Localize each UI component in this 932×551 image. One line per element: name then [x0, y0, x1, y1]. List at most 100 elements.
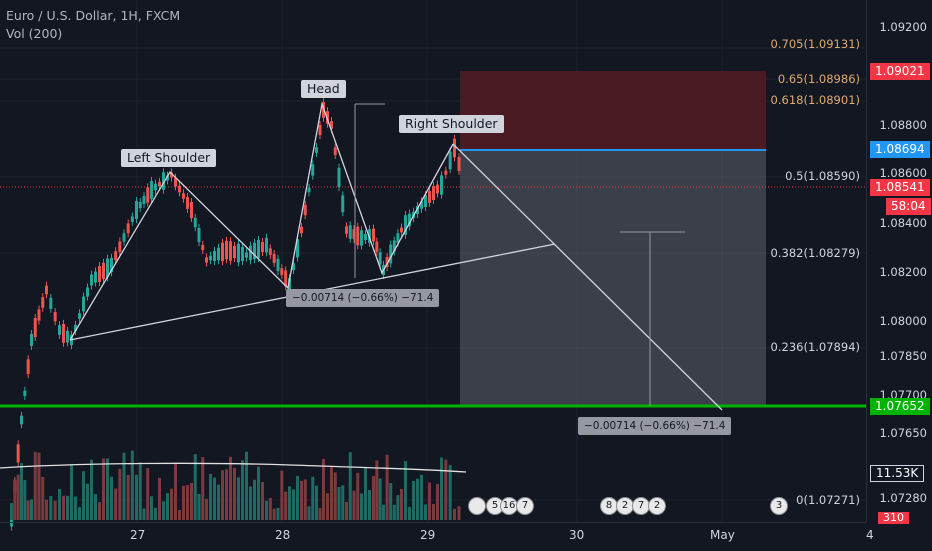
time-tick: May: [710, 528, 735, 542]
volume-value-tag: 310: [878, 512, 909, 524]
volume-bar: [178, 509, 181, 520]
volume-bar: [26, 500, 30, 520]
event-badge[interactable]: 7: [516, 497, 534, 515]
volume-bar: [166, 493, 169, 520]
candle: [356, 226, 360, 246]
countdown-tag: 58:04: [886, 198, 931, 215]
candle: [448, 151, 452, 170]
volume-bar: [292, 489, 295, 520]
candle: [253, 242, 256, 260]
volume-bar: [158, 477, 161, 520]
candle: [333, 147, 337, 156]
label-left-shoulder[interactable]: Left Shoulder: [121, 149, 217, 167]
candle: [86, 287, 89, 297]
candle: [82, 296, 85, 312]
candle: [280, 268, 284, 276]
volume-bar: [432, 504, 435, 520]
volume-indicator-title[interactable]: Vol (200): [6, 26, 63, 41]
candles: [10, 98, 461, 531]
volume-bar: [30, 499, 33, 520]
candle: [102, 262, 105, 280]
candle: [233, 246, 236, 258]
volume-bar: [126, 474, 130, 520]
price-axis[interactable]: 1.09200 1.08800 1.08600 1.08400 1.08200 …: [866, 0, 932, 522]
candle: [90, 274, 93, 286]
label-head[interactable]: Head: [301, 80, 346, 98]
candle: [122, 233, 126, 242]
volume-bar: [330, 466, 333, 520]
candle: [389, 244, 393, 264]
volume-bar: [356, 472, 360, 520]
volume-bar: [229, 456, 232, 520]
candle: [158, 181, 161, 187]
volume-bar: [257, 466, 260, 520]
volume-bar: [420, 474, 423, 520]
price-tag-stop: 1.09021: [870, 63, 930, 80]
candle: [162, 172, 165, 190]
volume-bar: [154, 507, 157, 520]
event-badge[interactable]: 2: [648, 497, 666, 515]
candle: [284, 270, 288, 287]
volume-bar: [265, 500, 268, 520]
volume-tag: 11.53K: [870, 465, 925, 482]
volume-bar: [300, 480, 303, 520]
volume-bar: [16, 474, 20, 520]
candle: [166, 175, 169, 181]
volume-bar: [408, 506, 411, 520]
candle: [26, 359, 30, 375]
volume-bar: [94, 494, 97, 520]
volume-bar: [114, 488, 118, 520]
volume-bar: [182, 485, 185, 520]
volume-bar: [45, 499, 48, 520]
label-right-shoulder[interactable]: Right Shoulder: [399, 115, 504, 133]
volume-bar: [352, 490, 356, 520]
candle: [190, 201, 193, 219]
volume-bar: [276, 507, 280, 520]
candle: [138, 201, 142, 209]
symbol-title[interactable]: Euro / U.S. Dollar, 1H, FXCM: [6, 8, 181, 23]
candle: [375, 241, 379, 252]
volume-bar: [86, 483, 89, 520]
volume-bar: [193, 454, 197, 520]
candle: [135, 201, 138, 219]
volume-bar: [382, 504, 385, 520]
volume-bar: [142, 508, 146, 520]
candle: [261, 242, 264, 252]
measure-label[interactable]: −0.00714 (−0.66%) −71.4: [286, 289, 440, 307]
candle: [396, 233, 400, 243]
volume-bar: [190, 482, 193, 520]
volume-bar: [98, 502, 101, 520]
volume-bar: [345, 501, 348, 520]
volume-bar: [326, 493, 329, 520]
volume-bar: [378, 478, 382, 520]
candle: [345, 226, 348, 234]
volume-bar: [221, 470, 224, 520]
measure-lines: [354, 103, 685, 406]
candle: [205, 257, 208, 263]
price-tag-entry: 1.08694: [870, 141, 930, 158]
volume-bar: [162, 501, 165, 520]
candle: [178, 185, 181, 193]
volume-bar: [233, 467, 236, 520]
event-badge[interactable]: 3: [770, 497, 788, 515]
volume-bar: [174, 462, 177, 520]
volume-bar: [41, 476, 45, 520]
measure-label[interactable]: −0.00714 (−0.66%) −71.4: [578, 417, 732, 435]
volume-bar: [307, 506, 311, 520]
candle: [245, 252, 248, 258]
volume-bar: [66, 495, 69, 520]
candle: [16, 444, 20, 463]
volume-bar: [130, 450, 134, 520]
candle: [457, 157, 461, 171]
candle: [307, 187, 311, 193]
candle: [436, 184, 439, 194]
event-badge[interactable]: [468, 497, 486, 515]
volume-bar: [138, 462, 142, 520]
time-axis[interactable]: [0, 522, 866, 551]
candle: [221, 242, 224, 262]
candle: [272, 253, 276, 263]
volume-bar: [205, 498, 208, 520]
candle: [360, 230, 363, 246]
candle: [352, 229, 356, 239]
